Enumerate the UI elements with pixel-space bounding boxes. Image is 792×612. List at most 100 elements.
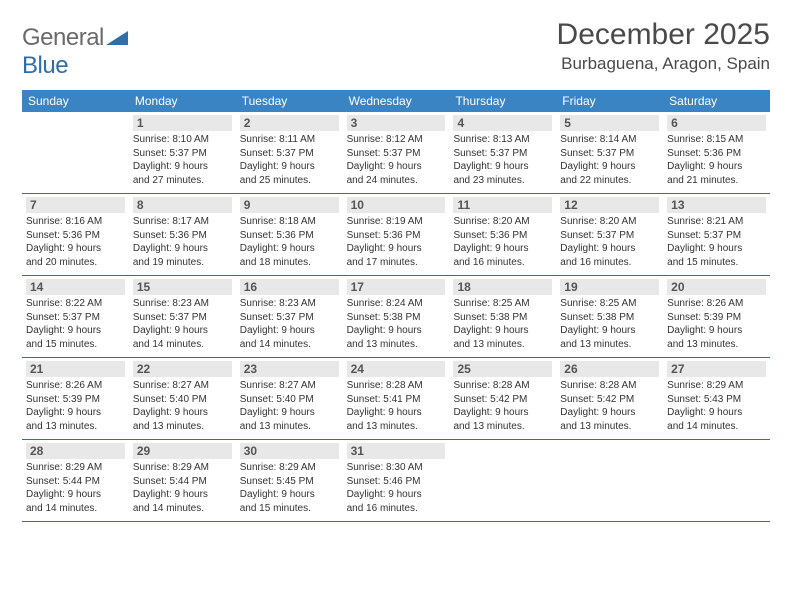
sunrise: Sunrise: 8:27 AM (240, 379, 339, 393)
week-row: 7Sunrise: 8:16 AMSunset: 5:36 PMDaylight… (22, 194, 770, 276)
daylight-line1: Daylight: 9 hours (347, 160, 446, 174)
daylight-line2: and 13 minutes. (667, 338, 766, 352)
day-cell: 17Sunrise: 8:24 AMSunset: 5:38 PMDayligh… (343, 276, 450, 357)
day-number: 31 (347, 443, 446, 459)
day-number: 22 (133, 361, 232, 377)
sunset: Sunset: 5:37 PM (560, 229, 659, 243)
day-info: Sunrise: 8:10 AMSunset: 5:37 PMDaylight:… (133, 133, 232, 187)
day-cell: 28Sunrise: 8:29 AMSunset: 5:44 PMDayligh… (22, 440, 129, 521)
day-info: Sunrise: 8:29 AMSunset: 5:43 PMDaylight:… (667, 379, 766, 433)
sunrise: Sunrise: 8:11 AM (240, 133, 339, 147)
weekday-cell: Sunday (22, 90, 129, 112)
sunrise: Sunrise: 8:30 AM (347, 461, 446, 475)
sunset: Sunset: 5:37 PM (133, 147, 232, 161)
day-number: 4 (453, 115, 552, 131)
sunset: Sunset: 5:40 PM (133, 393, 232, 407)
daylight-line2: and 13 minutes. (560, 420, 659, 434)
sunset: Sunset: 5:41 PM (347, 393, 446, 407)
day-cell: 5Sunrise: 8:14 AMSunset: 5:37 PMDaylight… (556, 112, 663, 193)
daylight-line1: Daylight: 9 hours (347, 406, 446, 420)
day-info: Sunrise: 8:30 AMSunset: 5:46 PMDaylight:… (347, 461, 446, 515)
day-info: Sunrise: 8:14 AMSunset: 5:37 PMDaylight:… (560, 133, 659, 187)
day-number: 25 (453, 361, 552, 377)
day-info: Sunrise: 8:25 AMSunset: 5:38 PMDaylight:… (453, 297, 552, 351)
logo-text: GeneralBlue (22, 24, 128, 80)
day-cell: 21 Sunrise: 8:26 AMSunset: 5:39 PMDayligh… (22, 358, 129, 439)
sunrise: Sunrise: 8:23 AM (240, 297, 339, 311)
daylight-line2: and 14 minutes. (240, 338, 339, 352)
day-cell (449, 440, 556, 521)
daylight-line2: and 19 minutes. (133, 256, 232, 270)
sunset: Sunset: 5:37 PM (560, 147, 659, 161)
day-cell (22, 112, 129, 193)
daylight-line1: Daylight: 9 hours (560, 160, 659, 174)
sunrise: Sunrise: 8:26 AM (26, 379, 125, 393)
day-number: 12 (560, 197, 659, 213)
daylight-line1: Daylight: 9 hours (240, 324, 339, 338)
day-number: 9 (240, 197, 339, 213)
daylight-line2: and 13 minutes. (133, 420, 232, 434)
day-number: 21 (26, 361, 125, 377)
sunset: Sunset: 5:42 PM (560, 393, 659, 407)
daylight-line2: and 15 minutes. (240, 502, 339, 516)
sunset: Sunset: 5:37 PM (453, 147, 552, 161)
day-info: Sunrise: 8:20 AMSunset: 5:36 PMDaylight:… (453, 215, 552, 269)
daylight-line2: and 13 minutes. (453, 420, 552, 434)
sunrise: Sunrise: 8:18 AM (240, 215, 339, 229)
week-row: 21Sunrise: 8:26 AMSunset: 5:39 PMDayligh… (22, 358, 770, 440)
daylight-line1: Daylight: 9 hours (667, 406, 766, 420)
day-cell: 26Sunrise: 8:28 AMSunset: 5:42 PMDayligh… (556, 358, 663, 439)
sunset: Sunset: 5:36 PM (133, 229, 232, 243)
daylight-line1: Daylight: 9 hours (347, 488, 446, 502)
title-block: December 2025 Burbaguena, Aragon, Spain (557, 18, 770, 74)
daylight-line2: and 27 minutes. (133, 174, 232, 188)
sunset: Sunset: 5:39 PM (26, 393, 125, 407)
daylight-line1: Daylight: 9 hours (240, 160, 339, 174)
daylight-line2: and 16 minutes. (560, 256, 659, 270)
weekday-cell: Wednesday (343, 90, 450, 112)
sunrise: Sunrise: 8:22 AM (26, 297, 125, 311)
day-info: Sunrise: 8:15 AMSunset: 5:36 PMDaylight:… (667, 133, 766, 187)
weekday-cell: Saturday (663, 90, 770, 112)
daylight-line1: Daylight: 9 hours (667, 160, 766, 174)
daylight-line1: Daylight: 9 hours (667, 242, 766, 256)
day-cell: 16 Sunrise: 8:23 AMSunset: 5:37 PMDayligh… (236, 276, 343, 357)
sunset: Sunset: 5:43 PM (667, 393, 766, 407)
weekday-cell: Thursday (449, 90, 556, 112)
daylight-line2: and 14 minutes. (667, 420, 766, 434)
day-info: Sunrise: 8:29 AMSunset: 5:44 PMDaylight:… (133, 461, 232, 515)
day-cell: 11Sunrise: 8:20 AMSunset: 5:36 PMDayligh… (449, 194, 556, 275)
sunrise: Sunrise: 8:10 AM (133, 133, 232, 147)
day-info: Sunrise: 8:23 AMSunset: 5:37 PMDaylight:… (133, 297, 232, 351)
day-number: 26 (560, 361, 659, 377)
day-number: 16 (240, 279, 339, 295)
daylight-line1: Daylight: 9 hours (133, 160, 232, 174)
daylight-line1: Daylight: 9 hours (133, 324, 232, 338)
daylight-line1: Daylight: 9 hours (453, 406, 552, 420)
sunset: Sunset: 5:36 PM (240, 229, 339, 243)
sunset: Sunset: 5:36 PM (453, 229, 552, 243)
sunrise: Sunrise: 8:28 AM (347, 379, 446, 393)
sunrise: Sunrise: 8:28 AM (453, 379, 552, 393)
sunset: Sunset: 5:39 PM (667, 311, 766, 325)
day-cell: 7Sunrise: 8:16 AMSunset: 5:36 PMDaylight… (22, 194, 129, 275)
day-number: 27 (667, 361, 766, 377)
weekday-header-row: SundayMondayTuesdayWednesdayThursdayFrid… (22, 90, 770, 112)
day-cell: 20Sunrise: 8:26 AMSunset: 5:39 PMDayligh… (663, 276, 770, 357)
day-info: Sunrise: 8:21 AMSunset: 5:37 PMDaylight:… (667, 215, 766, 269)
daylight-line1: Daylight: 9 hours (26, 406, 125, 420)
day-info: Sunrise: 8:27 AMSunset: 5:40 PMDaylight:… (133, 379, 232, 433)
day-info: Sunrise: 8:29 AMSunset: 5:44 PMDaylight:… (26, 461, 125, 515)
sunset: Sunset: 5:37 PM (240, 147, 339, 161)
day-info: Sunrise: 8:13 AMSunset: 5:37 PMDaylight:… (453, 133, 552, 187)
sunset: Sunset: 5:44 PM (26, 475, 125, 489)
day-number: 20 (667, 279, 766, 295)
sunset: Sunset: 5:37 PM (347, 147, 446, 161)
daylight-line2: and 14 minutes. (133, 502, 232, 516)
calendar: SundayMondayTuesdayWednesdayThursdayFrid… (22, 90, 770, 522)
day-info: Sunrise: 8:23 AMSunset: 5:37 PMDaylight:… (240, 297, 339, 351)
daylight-line2: and 20 minutes. (26, 256, 125, 270)
daylight-line1: Daylight: 9 hours (453, 242, 552, 256)
week-row: 28Sunrise: 8:29 AMSunset: 5:44 PMDayligh… (22, 440, 770, 522)
day-cell: 19Sunrise: 8:25 AMSunset: 5:38 PMDayligh… (556, 276, 663, 357)
